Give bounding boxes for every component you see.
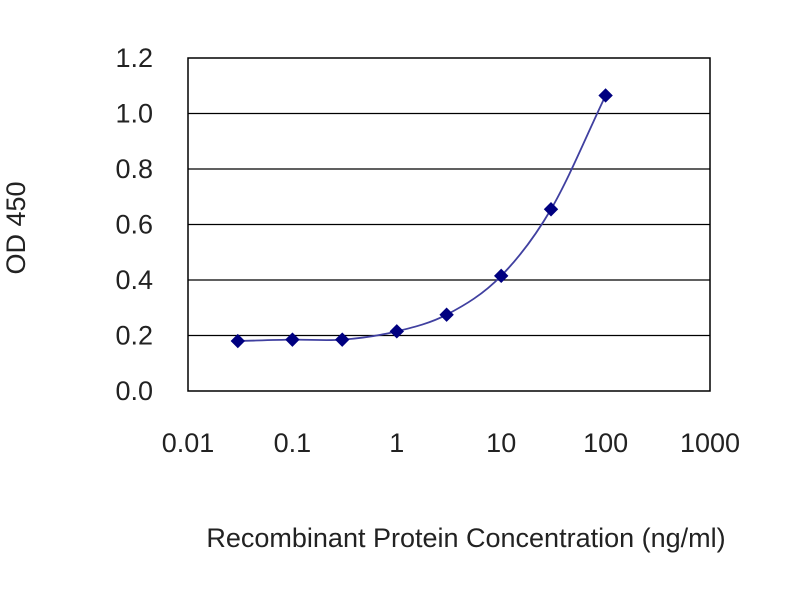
- x-axis-tick-labels: 0.01 0.1 1 10 100 1000: [162, 428, 740, 458]
- fit-curve: [237, 95, 607, 342]
- x-tick-label: 10: [486, 428, 516, 458]
- y-tick-label: 0.8: [115, 154, 153, 184]
- data-point-marker: [493, 268, 509, 284]
- x-tick-label: 0.01: [162, 428, 215, 458]
- y-tick-label: 0.4: [115, 265, 153, 295]
- x-tick-label: 100: [583, 428, 628, 458]
- data-point-marker: [439, 307, 454, 322]
- y-tick-label: 0.2: [115, 321, 153, 351]
- y-axis-title: OD 450: [1, 181, 31, 274]
- y-tick-label: 1.0: [115, 99, 153, 129]
- data-point-marker: [285, 332, 300, 347]
- x-tick-label: 1000: [680, 428, 740, 458]
- data-point-marker: [230, 333, 246, 349]
- y-axis-tick-labels: 0.0 0.2 0.4 0.6 0.8 1.0 1.2: [115, 43, 153, 406]
- data-point-marker: [389, 324, 405, 339]
- x-axis-title: Recombinant Protein Concentration (ng/ml…: [206, 523, 725, 553]
- x-tick-label: 0.1: [274, 428, 312, 458]
- y-tick-label: 0.6: [115, 210, 153, 240]
- data-points: [230, 88, 613, 349]
- y-tick-label: 0.0: [115, 376, 153, 406]
- gridlines: [188, 112, 710, 337]
- data-point-marker: [598, 88, 613, 103]
- data-point-marker: [335, 332, 350, 347]
- data-point-marker: [543, 202, 559, 217]
- x-tick-label: 1: [389, 428, 404, 458]
- plot-frame: [187, 57, 711, 392]
- y-tick-label: 1.2: [115, 43, 153, 73]
